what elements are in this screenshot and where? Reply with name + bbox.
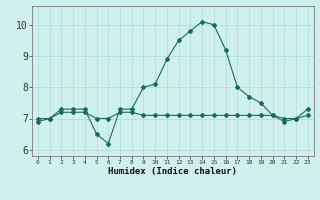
X-axis label: Humidex (Indice chaleur): Humidex (Indice chaleur) — [108, 167, 237, 176]
